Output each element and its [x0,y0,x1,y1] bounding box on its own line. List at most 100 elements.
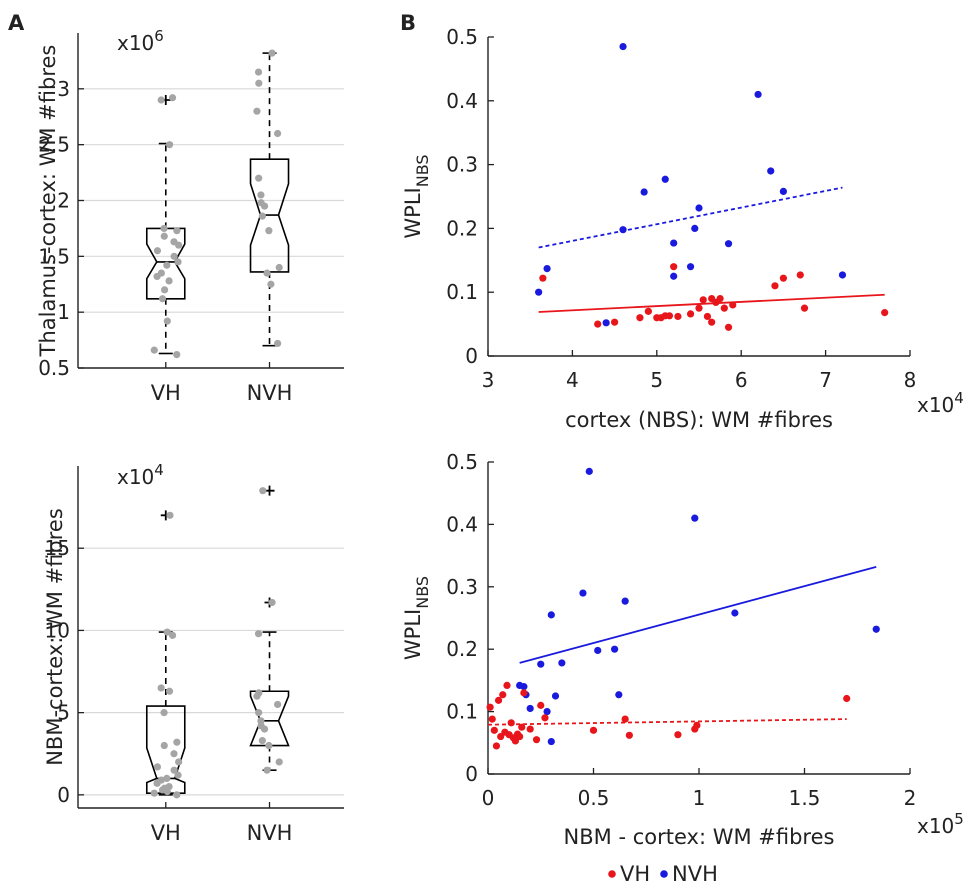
y-tick-label: 0.1 [446,700,478,724]
data-point [520,689,528,697]
data-point [543,264,551,273]
data-point [168,94,177,102]
y-tick-label: 0 [465,762,478,786]
data-point [800,304,809,312]
data-point [670,272,678,280]
data-point [157,684,165,692]
data-point [254,630,263,638]
data-point [503,681,511,689]
data-point [686,263,695,271]
box-NVH [249,52,290,347]
data-point [275,758,283,766]
data-point [516,732,524,741]
y-tick-label: 0.2 [446,216,478,240]
data-point [170,766,178,774]
y-tick-label: 1.5 [38,244,70,268]
data-point [255,174,263,182]
data-point [170,238,178,246]
notched-box [249,158,290,273]
data-point [254,68,263,76]
data-point [488,715,496,723]
y-tick-label: 15 [45,536,70,560]
data-point [257,199,265,207]
data-point [255,709,263,717]
data-point [257,191,265,199]
category-label: NVH [247,381,293,405]
data-point [547,611,555,619]
data-point [543,708,551,716]
data-point [263,766,271,774]
y-tick-label: 0.4 [446,89,478,113]
data-point [274,700,282,709]
data-point [175,758,183,766]
notched-box [249,690,290,747]
y-tick-label: 3 [57,77,70,101]
data-point [275,263,283,272]
x-tick-label: 5 [650,368,663,392]
data-point [174,258,182,266]
data-point [494,696,503,704]
data-point [520,683,528,691]
y-axis-label: Thalamus-cortex: WM #fibres [36,45,60,358]
data-point [168,631,177,639]
data-point [165,783,173,791]
data-point [547,737,555,746]
data-point [507,719,515,727]
charts: 0.5 1 1.5 2 2.5 3 VH NVH x106 Thalamus-cortex: WM… [36,25,964,849]
panel-label-b: B [400,11,416,35]
panel-label-a: A [8,11,25,35]
y-tick-label: 0.2 [446,637,478,661]
data-point [173,227,181,235]
data-point [779,187,788,195]
x-axis-label: cortex (NBS): WM #fibres [565,408,833,432]
y-tick-label: 0.5 [38,356,70,380]
y-tick-label: 0.5 [446,450,478,474]
data-point [165,277,173,285]
y-axis-label: WPLINBS [401,576,432,660]
y-tick-label: 10 [45,618,70,642]
x-tick-label: 1.5 [789,786,821,810]
chart-A-bottom: 0 5 10 15 VH NVH x104 NBM-cortex: WM #fibres [43,461,344,845]
data-point [267,280,275,288]
x-tick-label: 6 [735,368,748,392]
data-point [693,721,701,729]
legend-item-VH: VH [608,862,650,886]
data-point [579,589,587,597]
data-point [537,660,545,668]
data-point [157,269,165,277]
data-point [160,286,169,294]
data-point [686,310,695,318]
data-point [621,597,629,605]
data-point [674,731,682,739]
data-point [754,90,762,99]
data-point [253,107,261,115]
y-tick-label: 1 [57,300,70,324]
data-point [268,49,276,57]
axis-multiplier: x104 [917,389,964,417]
x-axis-label: NBM - cortex: WM #fibres [564,825,835,849]
box-VH [145,95,186,355]
data-point [174,771,182,779]
data-point [160,224,168,233]
data-point [619,226,627,234]
category-label: VH [151,381,181,405]
legend-marker [660,870,668,878]
data-point [173,791,181,799]
data-point [526,704,534,713]
data-point [665,312,674,320]
data-point [258,212,266,220]
data-point [729,301,737,309]
data-point [486,703,494,711]
data-point [258,736,266,745]
data-point [492,742,501,750]
category-label: VH [151,821,181,845]
data-point [541,714,549,722]
data-point [661,175,669,183]
x-tick-label: 4 [566,368,579,392]
y-tick-label: 0.3 [446,153,478,177]
fit-line [538,293,885,313]
series-VH [486,681,851,750]
data-point [594,320,602,328]
